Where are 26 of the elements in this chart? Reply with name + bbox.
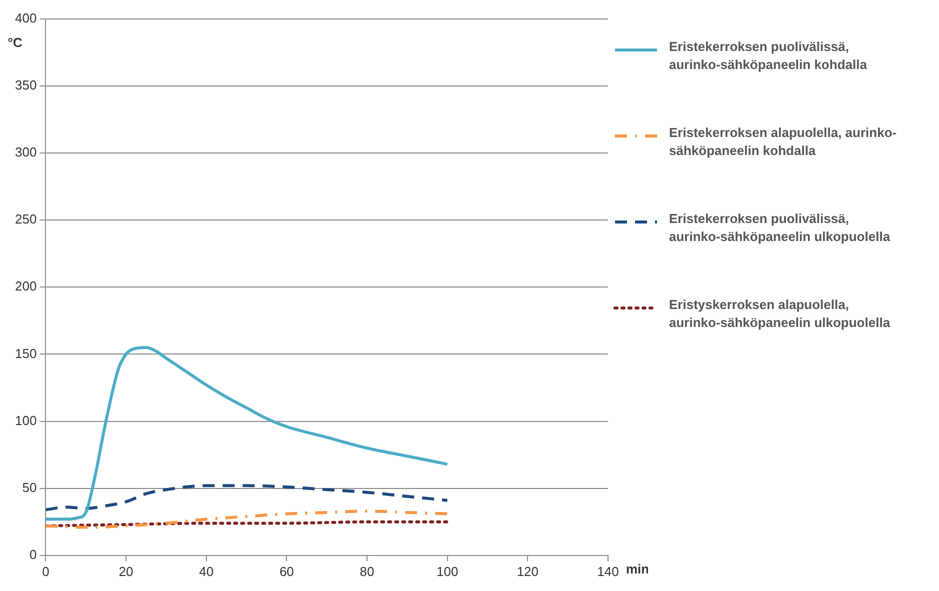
- y-tick-label: 200: [14, 278, 37, 294]
- y-tick-label: 250: [14, 212, 37, 227]
- x-tick-label: 40: [199, 564, 214, 579]
- line-series: [46, 346, 449, 521]
- x-tick-label: 0: [42, 564, 50, 579]
- legend-label: Eristekerroksen puolivälissä, aurinko-sähköpaneelin ulkopuolella: [669, 210, 892, 246]
- y-tick-label: 150: [14, 346, 37, 361]
- y-tick-label: 400: [14, 10, 37, 26]
- x-tick-label: 120: [516, 564, 539, 579]
- line-series: [46, 510, 449, 529]
- y-tick-label: 50: [22, 480, 37, 495]
- y-tick-label: 100: [14, 412, 37, 428]
- x-tick-label: 20: [118, 564, 134, 579]
- x-tick-label: 140: [597, 564, 619, 579]
- x-tick-label: 60: [279, 564, 294, 579]
- y-tick-label: 0: [29, 546, 37, 562]
- legend-label: Eristekerroksen puolivälissä, aurinko-sähköpaneelin kohdalla: [669, 38, 868, 74]
- y-tick-label: 350: [14, 77, 37, 92]
- legend-label: Eristekerroksen alapuolella, aurinko-sähköpaneelin kohdalla: [669, 124, 898, 160]
- x-axis-title: min: [626, 561, 650, 576]
- line-series: [46, 484, 449, 512]
- legend-label: Eristyskerroksen alapuolella, aurinko-sähköpaneelin ulkopuolella: [669, 296, 892, 332]
- y-axis-title: °C: [8, 34, 23, 50]
- y-tick-label: 300: [14, 144, 37, 160]
- x-tick-label: 80: [360, 564, 374, 579]
- x-tick-label: 100: [436, 564, 458, 579]
